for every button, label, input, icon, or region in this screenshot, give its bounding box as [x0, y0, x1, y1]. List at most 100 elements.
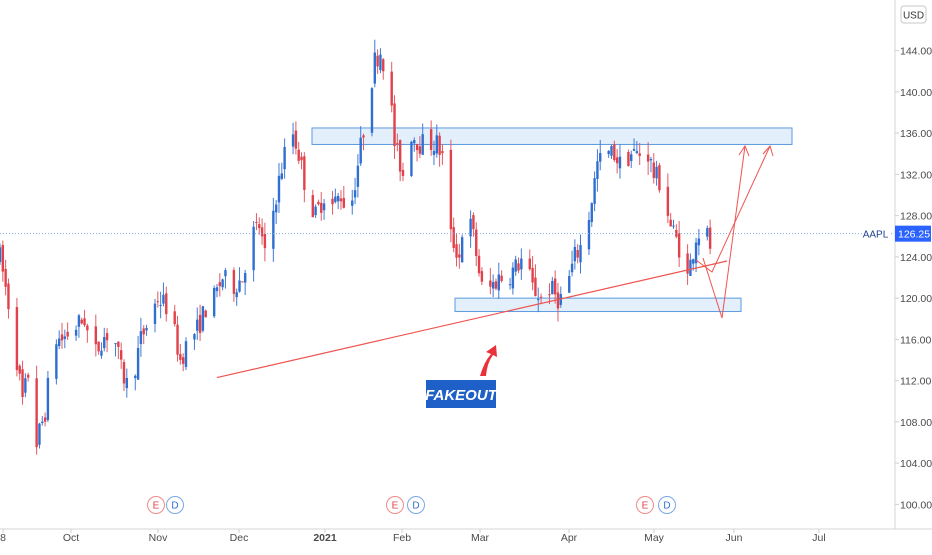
candle	[119, 342, 123, 369]
candle	[212, 285, 216, 319]
candle-body	[117, 341, 120, 347]
event-circle	[147, 496, 165, 514]
candle	[531, 255, 534, 291]
y-tick-label: 112.00	[900, 376, 931, 388]
candle	[153, 298, 157, 333]
candle	[100, 342, 103, 359]
candle-body	[320, 202, 323, 213]
candle-body	[432, 150, 436, 155]
candle	[359, 126, 362, 166]
candle	[215, 284, 219, 298]
candle-body	[615, 157, 619, 164]
candle	[432, 140, 436, 166]
candle-body	[280, 173, 283, 179]
candle-body	[497, 274, 500, 291]
candle-body	[376, 55, 379, 67]
earnings-event-icon[interactable]: E	[147, 496, 165, 514]
candle	[117, 341, 120, 360]
currency-button[interactable]: USD	[900, 5, 927, 24]
candle-body	[114, 343, 117, 345]
candle	[599, 139, 602, 171]
dividend-event-icon[interactable]: D	[407, 496, 425, 514]
candle-body	[300, 156, 303, 161]
candle-body	[274, 204, 278, 213]
candle	[514, 255, 517, 276]
candle-body	[359, 137, 362, 164]
candle-body	[393, 103, 396, 146]
candle	[675, 224, 678, 239]
candle	[596, 149, 599, 192]
candle	[494, 278, 498, 291]
event-label: E	[153, 501, 160, 512]
x-tick-label: Feb	[393, 532, 411, 544]
y-tick-label: 144.00	[900, 46, 932, 58]
candle-body	[649, 159, 653, 161]
candle	[103, 327, 106, 352]
candle	[24, 373, 27, 398]
earnings-event-icon[interactable]: E	[386, 496, 404, 514]
candle	[418, 136, 422, 159]
candle-body	[548, 294, 551, 296]
candle-body	[587, 220, 591, 250]
candle	[413, 137, 416, 152]
candle	[497, 262, 500, 299]
event-circle	[658, 496, 676, 514]
candle	[508, 277, 512, 290]
candle-body	[252, 226, 255, 271]
candle-body	[669, 219, 672, 227]
candle-body	[7, 283, 10, 310]
candle	[677, 220, 681, 268]
candle	[173, 304, 176, 327]
candle-body	[260, 227, 264, 237]
candle	[232, 267, 236, 302]
candle	[320, 192, 323, 221]
candle-body	[568, 275, 571, 293]
candle	[15, 297, 19, 377]
candle-body	[514, 259, 517, 272]
y-tick-label: 124.00	[900, 252, 932, 264]
candle-body	[215, 287, 219, 292]
candle-body	[196, 319, 199, 331]
candle	[376, 49, 379, 74]
candle	[274, 199, 278, 225]
candle	[590, 202, 593, 227]
candle	[297, 141, 300, 164]
candle-body	[139, 331, 143, 345]
candle-body	[672, 225, 675, 227]
candle-body	[243, 273, 247, 283]
candle	[139, 317, 143, 357]
candle	[243, 269, 247, 295]
candle	[618, 144, 622, 179]
candle	[438, 132, 441, 167]
candle-body	[297, 149, 300, 161]
candle	[41, 416, 44, 426]
candle	[655, 160, 658, 186]
candle	[277, 163, 281, 213]
candle	[145, 324, 148, 336]
candle-body	[401, 170, 405, 176]
candle-body	[706, 228, 709, 237]
last-price-label: 126.25	[898, 229, 930, 241]
candle-body	[100, 350, 103, 356]
x-tick-label: Dec	[230, 532, 249, 544]
x-tick-label: May	[644, 532, 665, 544]
candle	[455, 232, 458, 267]
candle	[708, 219, 712, 255]
currency-label: USD	[903, 11, 924, 22]
candle-body	[469, 218, 472, 237]
dividend-event-icon[interactable]: D	[166, 496, 184, 514]
candle-body	[204, 310, 207, 318]
dividend-event-icon[interactable]: D	[658, 496, 676, 514]
candle	[672, 219, 675, 229]
candle	[241, 281, 244, 283]
candle-body	[379, 54, 382, 71]
earnings-event-icon[interactable]: E	[636, 496, 654, 514]
candle-body	[618, 156, 622, 169]
candle	[649, 156, 653, 173]
candle-body	[508, 284, 512, 286]
candle	[638, 142, 641, 165]
candle	[658, 162, 661, 193]
